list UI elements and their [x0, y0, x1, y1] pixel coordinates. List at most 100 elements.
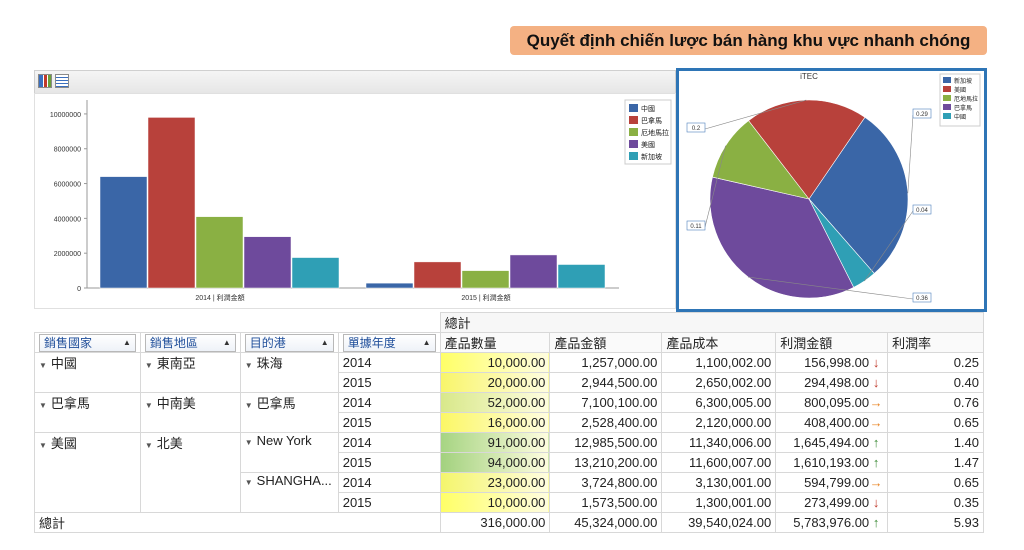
bar[interactable] [99, 176, 148, 289]
field-button[interactable]: 銷售國家 ▲ [39, 333, 136, 352]
row-region[interactable]: ▼ 北美 [139, 432, 241, 513]
cell-amount: 12,985,500.00 [549, 432, 663, 453]
table-row: ▼ 中國 ▼ 東南亞 ▼ 珠海 2014 10,000.00 1,257,000.00 1,100… [34, 352, 984, 393]
field-header[interactable]: 單據年度 ▲ [337, 332, 441, 353]
cell-amount: 1,257,000.00 [549, 352, 663, 373]
legend-label: 美國 [641, 140, 655, 149]
field-header[interactable]: 目的港 ▲ [239, 332, 339, 353]
row-port[interactable]: ▼ 巴拿馬 [239, 392, 339, 433]
collapse-icon[interactable]: ▼ [39, 441, 47, 450]
pie-slice[interactable] [748, 99, 866, 200]
cell-cost: 3,130,001.00 [661, 472, 777, 493]
bar[interactable] [557, 264, 606, 289]
pie-leader-line [704, 99, 807, 130]
bar[interactable] [509, 254, 558, 289]
column-header[interactable]: 產品數量 [439, 332, 551, 353]
trend-right-icon: → [869, 475, 883, 490]
column-header[interactable]: 利潤金額 [775, 332, 889, 353]
field-label: 目的港 [249, 336, 286, 350]
table-row: 2015 16,000.00 2,528,400.00 2,120,000.00 408… [35, 412, 984, 433]
row-port[interactable]: ▼ 珠海 [239, 352, 339, 393]
row-port[interactable]: ▼ SHANGHA... [239, 472, 339, 513]
profit-value: 273,499.00 [804, 495, 870, 510]
collapse-icon[interactable]: ▼ [144, 401, 153, 410]
row-port[interactable]: ▼ New York [239, 432, 339, 473]
collapse-icon[interactable]: ▼ [244, 438, 253, 447]
bar[interactable] [291, 257, 340, 289]
bar[interactable] [461, 270, 510, 289]
row-region-label: 北美 [156, 436, 183, 451]
cell-qty: 16,000.00 [439, 412, 551, 433]
cell-cost: 6,300,005.00 [661, 392, 777, 413]
table-row: ▼ 美國 ▼ 北美 ▼ New York 2014 91,000.00 12,985,500.0… [34, 432, 984, 513]
row-year: 2014 [337, 352, 441, 373]
collapse-icon[interactable]: ▼ [144, 441, 153, 450]
cell-amount: 7,100,100.00 [549, 392, 663, 413]
collapse-icon[interactable]: ▼ [39, 401, 47, 410]
pie-legend-swatch [943, 77, 951, 83]
cell-cost: 11,340,006.00 [661, 432, 777, 453]
row-country[interactable]: ▼ 美國 [34, 432, 141, 513]
cell-rate: 0.76 [887, 392, 984, 413]
cell-profit: 594,799.00→ [775, 472, 889, 493]
grid-icon[interactable] [55, 74, 69, 88]
bar[interactable] [413, 261, 462, 289]
bar[interactable] [195, 216, 244, 289]
bar[interactable] [243, 236, 292, 289]
sort-up-icon[interactable]: ▲ [122, 338, 131, 347]
column-header[interactable]: 利潤率 [887, 332, 984, 353]
field-button[interactable]: 目的港 ▲ [244, 333, 334, 352]
column-header[interactable]: 產品成本 [661, 332, 777, 353]
y-tick-label: 10000000 [50, 112, 81, 119]
collapse-icon[interactable]: ▼ [244, 361, 253, 370]
pie-chart: iTEC 0.29 0.04 0.36 0.11 0.2 新加坡 美國 厄地馬拉 巴拿馬 中國 [676, 68, 987, 312]
field-header[interactable]: 銷售地區 ▲ [139, 332, 241, 353]
pie-value-label: 0.36 [916, 296, 928, 302]
collapse-icon[interactable]: ▼ [244, 478, 253, 487]
collapse-icon[interactable]: ▼ [39, 361, 47, 370]
table-row: ▼ 巴拿馬 ▼ 中南美 ▼ 巴拿馬 2014 52,000.00 7,100,100.00 6,3… [34, 392, 984, 433]
field-button[interactable]: 單據年度 ▲ [342, 333, 436, 352]
chart-toolbar [34, 70, 676, 94]
field-header[interactable]: 銷售國家 ▲ [34, 332, 141, 353]
sort-up-icon[interactable]: ▲ [320, 338, 329, 347]
bar[interactable] [147, 117, 196, 289]
sort-up-icon[interactable]: ▲ [422, 338, 431, 347]
pivot-grid: 總計 銷售國家 ▲ 銷售地區 ▲ 目的港 ▲ 單據年度 ▲ 產品數量 產品金額 產品成本 利潤金額 利潤率… [34, 312, 985, 538]
row-year: 2015 [337, 412, 441, 433]
collapse-icon[interactable]: ▼ [244, 401, 253, 410]
cell-qty: 52,000.00 [439, 392, 551, 413]
row-year: 2014 [337, 472, 441, 493]
table-row: 2015 94,000.00 13,210,200.00 11,600,007.00 1… [35, 452, 984, 473]
cell-amount: 1,573,500.00 [549, 492, 663, 513]
cell-cost: 11,600,007.00 [661, 452, 777, 473]
pie-value-label: 0.29 [916, 112, 928, 118]
cell-profit: 408,400.00→ [775, 412, 889, 433]
pie-legend-swatch [943, 95, 951, 101]
bar-chart-icon[interactable] [38, 74, 52, 88]
row-region[interactable]: ▼ 中南美 [139, 392, 241, 433]
trend-up-icon: ↑ [872, 435, 880, 450]
y-tick-label: 6000000 [54, 182, 81, 189]
field-label: 單據年度 [347, 336, 396, 350]
table-row: ▼ SHANGHA... 2014 23,000.00 3,724,800.00 3,13… [35, 472, 984, 513]
cell-rate: 0.65 [887, 472, 984, 493]
pie-label-box [912, 108, 932, 119]
field-button[interactable]: 銷售地區 ▲ [144, 333, 236, 352]
grand-profit: 5,783,976.00 ↑ [775, 512, 889, 533]
sort-up-icon[interactable]: ▲ [222, 338, 231, 347]
cell-qty: 91,000.00 [439, 432, 551, 453]
profit-value: 1,610,193.00 [793, 455, 870, 470]
cell-profit: 156,998.00 ↓ [775, 352, 889, 373]
pie-legend-swatch [943, 104, 951, 110]
column-header[interactable]: 產品金額 [549, 332, 663, 353]
row-country[interactable]: ▼ 巴拿馬 [34, 392, 141, 433]
cell-rate: 0.25 [887, 352, 984, 373]
bar[interactable] [365, 282, 414, 289]
row-country[interactable]: ▼ 中國 [34, 352, 141, 393]
row-port-label: New York [256, 433, 312, 449]
y-tick-label: 0 [77, 286, 81, 293]
legend-swatch [629, 140, 638, 148]
row-region[interactable]: ▼ 東南亞 [139, 352, 241, 393]
collapse-icon[interactable]: ▼ [144, 361, 153, 370]
